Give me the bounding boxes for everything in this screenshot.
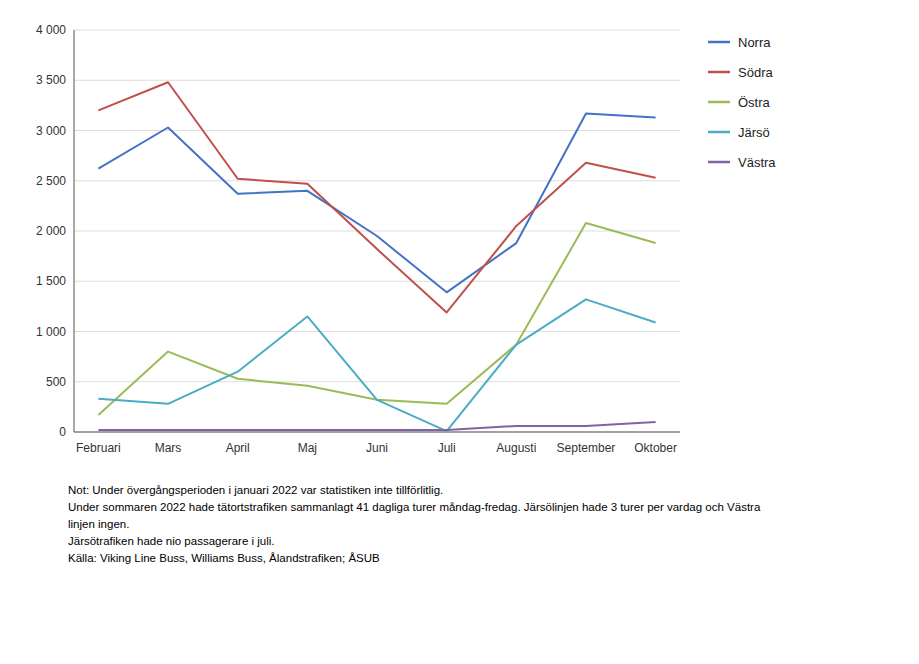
- legend-label: Södra: [738, 65, 773, 80]
- x-tick-label: Augusti: [496, 441, 536, 455]
- grid-line: [74, 231, 680, 232]
- y-tick-label: 2 500: [36, 174, 66, 188]
- y-tick-label: 3 500: [36, 73, 66, 87]
- grid-line: [74, 331, 680, 332]
- x-tick-label: September: [557, 441, 616, 455]
- series-line: [98, 299, 655, 431]
- x-axis: Februari Mars April Maj Juni Juli Augusti Septe…: [76, 441, 677, 455]
- legend-swatch: [708, 101, 730, 104]
- chart: 0 500 1 000 1 500 2 000 2 500 3 000 3 500 4 000 F…: [0, 0, 919, 664]
- x-tick-label: Mars: [155, 441, 182, 455]
- x-tick-label: April: [226, 441, 250, 455]
- x-tick-label: Maj: [298, 441, 317, 455]
- footnote: Järsötrafiken hade nio passagerare i jul…: [68, 535, 274, 547]
- footnote: Källa: Viking Line Buss, Williams Buss, …: [68, 552, 380, 564]
- series-line: [98, 82, 655, 312]
- grid-line: [74, 180, 680, 181]
- footnote: linjen ingen.: [68, 518, 129, 530]
- y-tick-label: 4 000: [36, 23, 66, 37]
- y-tick-label: 2 000: [36, 224, 66, 238]
- grid-line: [74, 432, 680, 433]
- x-axis-line: [74, 432, 680, 433]
- series-line: [98, 113, 655, 292]
- grid-line: [74, 281, 680, 282]
- x-tick-label: Juni: [366, 441, 388, 455]
- series-line: [98, 223, 655, 415]
- footnotes: Not: Under övergångsperioden i januari 2…: [68, 484, 761, 564]
- y-axis: 0 500 1 000 1 500 2 000 2 500 3 000 3 500 4 000: [36, 23, 66, 439]
- legend: Norra Södra Östra Järsö Västra: [708, 35, 776, 170]
- legend-label: Västra: [738, 155, 776, 170]
- y-tick-label: 3 000: [36, 124, 66, 138]
- grid: [74, 30, 680, 432]
- legend-swatch: [708, 41, 730, 44]
- legend-label: Järsö: [738, 125, 770, 140]
- y-tick-label: 500: [46, 375, 66, 389]
- x-tick-label: Oktober: [634, 441, 677, 455]
- grid-line: [74, 80, 680, 81]
- y-axis-line: [74, 30, 75, 432]
- footnote: Under sommaren 2022 hade tätortstrafiken…: [68, 501, 761, 513]
- x-tick-label: Februari: [76, 441, 121, 455]
- grid-line: [74, 30, 680, 31]
- y-tick-label: 1 500: [36, 274, 66, 288]
- legend-swatch: [708, 71, 730, 74]
- y-tick-label: 0: [59, 425, 66, 439]
- footnote: Not: Under övergångsperioden i januari 2…: [68, 484, 443, 496]
- series-group: [98, 82, 655, 431]
- grid-line: [74, 381, 680, 382]
- legend-swatch: [708, 131, 730, 134]
- legend-label: Norra: [738, 35, 771, 50]
- x-tick-label: Juli: [438, 441, 456, 455]
- series-line: [98, 422, 655, 430]
- y-tick-label: 1 000: [36, 325, 66, 339]
- legend-swatch: [708, 161, 730, 164]
- legend-label: Östra: [738, 95, 771, 110]
